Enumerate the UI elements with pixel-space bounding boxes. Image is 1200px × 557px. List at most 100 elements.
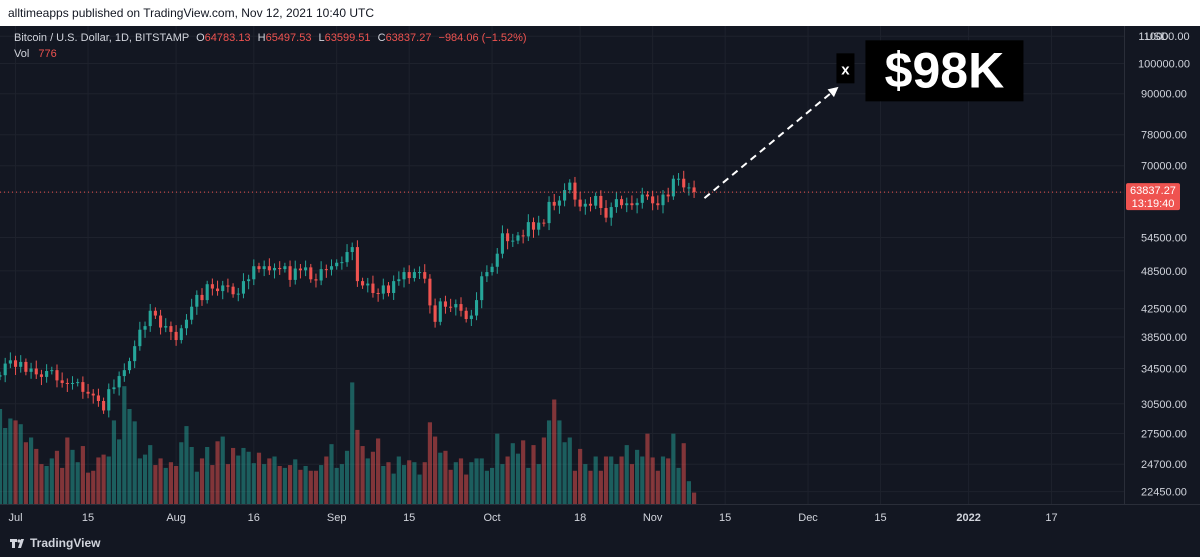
candle-body [366, 283, 370, 286]
candle-body [474, 300, 479, 316]
candle-body [205, 284, 209, 301]
candle-body [656, 203, 660, 206]
volume-bar [552, 399, 557, 504]
price-chart[interactable]: x $98K 22450.00 24700.00 27500.00 30500.00 3… [0, 26, 1200, 530]
candle-body [19, 361, 23, 367]
volume-bar [60, 467, 65, 504]
volume-bar [158, 458, 163, 504]
volume-bar [137, 458, 142, 504]
candle-body [122, 370, 126, 377]
candle-body [583, 203, 587, 207]
volume-bar [0, 409, 3, 504]
candle-body [645, 194, 650, 197]
candle-body [76, 382, 80, 384]
candle-body [267, 266, 271, 271]
candle-body [164, 326, 168, 328]
candle-body [0, 375, 2, 377]
volume-bar [526, 467, 531, 504]
candle-body [386, 285, 391, 293]
candle-body [179, 328, 183, 341]
legend-high-label: H [258, 32, 266, 44]
volume-legend: Vol 776 [14, 48, 57, 60]
volume-bar [199, 458, 205, 504]
candle-body [24, 361, 28, 372]
volume-bar [54, 450, 60, 504]
candle-body [547, 201, 551, 224]
candle-body [50, 370, 54, 372]
target-annotation[interactable]: x $98K [836, 40, 1024, 102]
legend-close: 63837.27 [386, 32, 432, 44]
candle-body [257, 266, 261, 270]
volume-bar [588, 470, 593, 504]
volume-bar [686, 481, 691, 504]
volume-legend-label: Vol [14, 48, 29, 60]
target-label-box [865, 40, 1024, 102]
volume-bar [370, 451, 376, 504]
candle-body [159, 315, 163, 328]
volume-bar [106, 456, 111, 504]
volume-bar [168, 462, 174, 504]
candle-body [169, 326, 173, 332]
time-tick-label: Dec [798, 512, 818, 524]
candle-body [13, 360, 18, 367]
volume-bar [70, 449, 75, 504]
price-tick-label: 70000.00 [1141, 161, 1187, 173]
volume-bar [583, 464, 588, 504]
candle-body [309, 267, 313, 280]
candle-body [231, 286, 235, 295]
price-tick-label: 22450.00 [1141, 487, 1187, 499]
volume-bar [396, 456, 401, 504]
volume-bar [194, 471, 199, 504]
volume-bar [453, 462, 458, 504]
volume-bar [142, 454, 148, 504]
time-tick-label: Jul [9, 512, 23, 524]
time-tick-label: 15 [874, 512, 886, 524]
volume-bar [619, 456, 624, 504]
volume-bar [572, 470, 578, 504]
candle-body [392, 281, 396, 293]
candle-body [148, 310, 152, 327]
volume-bar [464, 474, 469, 504]
volume-bar [671, 433, 676, 504]
candle-body [578, 199, 582, 207]
volume-bar [562, 442, 567, 504]
volume-bar [153, 465, 158, 504]
candle-body [485, 272, 489, 277]
candle-body [500, 233, 504, 254]
volume-bar [18, 424, 23, 504]
volume-bar [344, 450, 350, 504]
candle-body [236, 293, 240, 295]
candle-body [640, 194, 644, 203]
candle-body [226, 285, 230, 287]
candle-body [117, 376, 121, 388]
candle-body [588, 203, 593, 206]
candle-body [335, 262, 339, 267]
legend-change: −984.06 (−1.52%) [439, 32, 527, 44]
candle-body [195, 294, 199, 307]
time-tick-label: Sep [327, 512, 347, 524]
candle-body [412, 272, 416, 279]
projection-arrow [703, 92, 832, 199]
price-axis[interactable]: 22450.00 24700.00 27500.00 30500.00 34500.00… [1138, 31, 1190, 498]
volume-bar [319, 465, 324, 504]
volume-bar [536, 464, 541, 504]
time-axis[interactable]: Jul 15 Aug 16 Sep 15 Oct 18 Nov 15 Dec 15 2022 17 [9, 512, 1058, 524]
volume-bar [80, 446, 85, 504]
candle-body [350, 247, 354, 253]
candle-body [490, 266, 494, 273]
volume-bar [427, 422, 433, 504]
volume-bar [458, 458, 464, 504]
volume-bar [44, 466, 49, 504]
last-price-value: 63837.27 [1130, 185, 1176, 197]
candle-body [81, 382, 85, 392]
candle-body [371, 283, 375, 293]
candlesticks [0, 170, 696, 418]
volume-bar [500, 464, 505, 504]
bar-countdown: 13:19:40 [1132, 198, 1175, 210]
ohlc-legend: Bitcoin / U.S. Dollar, 1D, BITSTAMP O647… [14, 32, 527, 60]
volume-bar [220, 436, 225, 504]
candle-body [29, 368, 33, 372]
candle-body [480, 276, 484, 301]
candle-body [329, 266, 334, 270]
candle-body [402, 272, 406, 280]
